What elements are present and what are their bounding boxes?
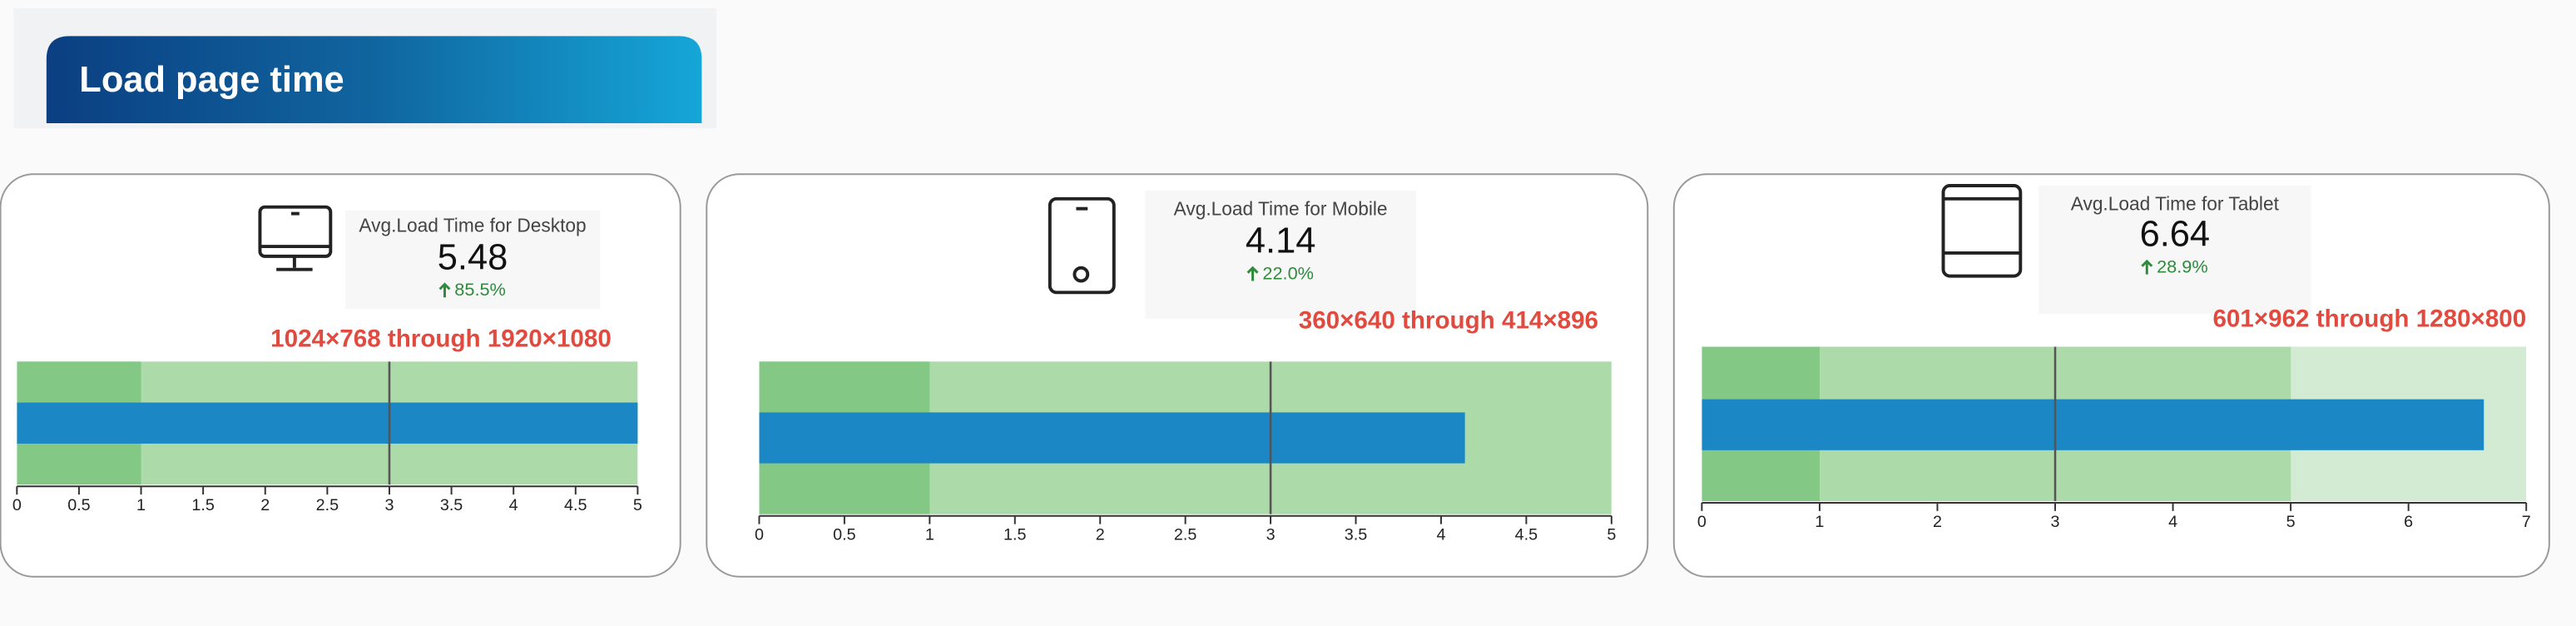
x-tick-label: 5 bbox=[633, 496, 642, 514]
x-tick-label: 3 bbox=[1266, 526, 1276, 544]
kpi-box bbox=[345, 210, 600, 310]
kpi-value: 4.14 bbox=[1246, 221, 1315, 261]
x-tick-label: 1 bbox=[925, 526, 934, 544]
value-bar bbox=[759, 412, 1465, 464]
kpi-value: 6.64 bbox=[2140, 215, 2210, 255]
x-tick-label: 3 bbox=[2051, 513, 2060, 531]
x-tick-label: 2.5 bbox=[316, 496, 339, 514]
plot bbox=[759, 361, 1612, 514]
x-tick-label: 3.5 bbox=[1345, 526, 1367, 544]
kpi-change: 85.5% bbox=[454, 279, 506, 300]
kpi-change: 22.0% bbox=[1262, 262, 1314, 283]
x-tick-label: 4.5 bbox=[564, 496, 587, 514]
x-tick-label: 2 bbox=[1096, 526, 1105, 544]
x-tick-label: 4.5 bbox=[1515, 526, 1538, 544]
x-tick-label: 3 bbox=[384, 496, 394, 514]
x-tick-label: 4 bbox=[1436, 526, 1445, 544]
subtitle: 601×962 through 1280×800 bbox=[2212, 306, 2526, 333]
plot bbox=[17, 361, 638, 485]
change-arrow bbox=[2141, 259, 2153, 275]
kpi-box bbox=[1145, 190, 1416, 319]
x-tick-label: 4 bbox=[509, 496, 518, 514]
x-tick-label: 1.5 bbox=[1003, 526, 1026, 544]
x-tick-label: 1 bbox=[136, 496, 146, 514]
kpi-value: 5.48 bbox=[438, 237, 508, 277]
header-title: Load page time bbox=[79, 60, 344, 100]
x-tick-label: 0.5 bbox=[833, 526, 855, 544]
subtitle: 1024×768 through 1920×1080 bbox=[270, 325, 612, 352]
change-arrow bbox=[438, 282, 451, 298]
kpi-change: 28.9% bbox=[2157, 256, 2208, 276]
x-tick-label: 0 bbox=[1697, 513, 1707, 531]
subtitle: 360×640 through 414×896 bbox=[1299, 307, 1598, 335]
x-tick-label: 5 bbox=[1607, 526, 1616, 544]
tablet-icon bbox=[1941, 184, 2023, 278]
kpi-label: Avg.Load Time for Tablet bbox=[2071, 193, 2280, 215]
x-tick-label: 2.5 bbox=[1174, 526, 1196, 544]
x-tick-label: 6 bbox=[2404, 513, 2413, 531]
x-tick-label: 3.5 bbox=[440, 496, 463, 514]
x-tick-label: 2 bbox=[1933, 513, 1942, 531]
x-tick-label: 0 bbox=[755, 526, 764, 544]
x-tick-label: 5 bbox=[2286, 513, 2296, 531]
desktop-icon bbox=[258, 205, 333, 271]
x-tick-label: 7 bbox=[2522, 513, 2531, 531]
x-tick-label: 2 bbox=[260, 496, 270, 514]
mobile-icon bbox=[1048, 196, 1116, 295]
change-arrow bbox=[1246, 266, 1259, 281]
x-tick-label: 1.5 bbox=[191, 496, 214, 514]
kpi-label: Avg.Load Time for Mobile bbox=[1174, 198, 1388, 220]
header-band bbox=[46, 36, 702, 124]
x-tick-label: 0 bbox=[12, 496, 22, 514]
plot bbox=[1702, 346, 2527, 501]
value-bar bbox=[17, 402, 638, 444]
kpi-label: Avg.Load Time for Desktop bbox=[359, 214, 586, 236]
x-tick-label: 0.5 bbox=[67, 496, 90, 514]
kpi-box bbox=[2039, 186, 2311, 314]
x-tick-label: 4 bbox=[2168, 513, 2177, 531]
x-tick-label: 1 bbox=[1815, 513, 1824, 531]
value-bar bbox=[1702, 399, 2484, 450]
